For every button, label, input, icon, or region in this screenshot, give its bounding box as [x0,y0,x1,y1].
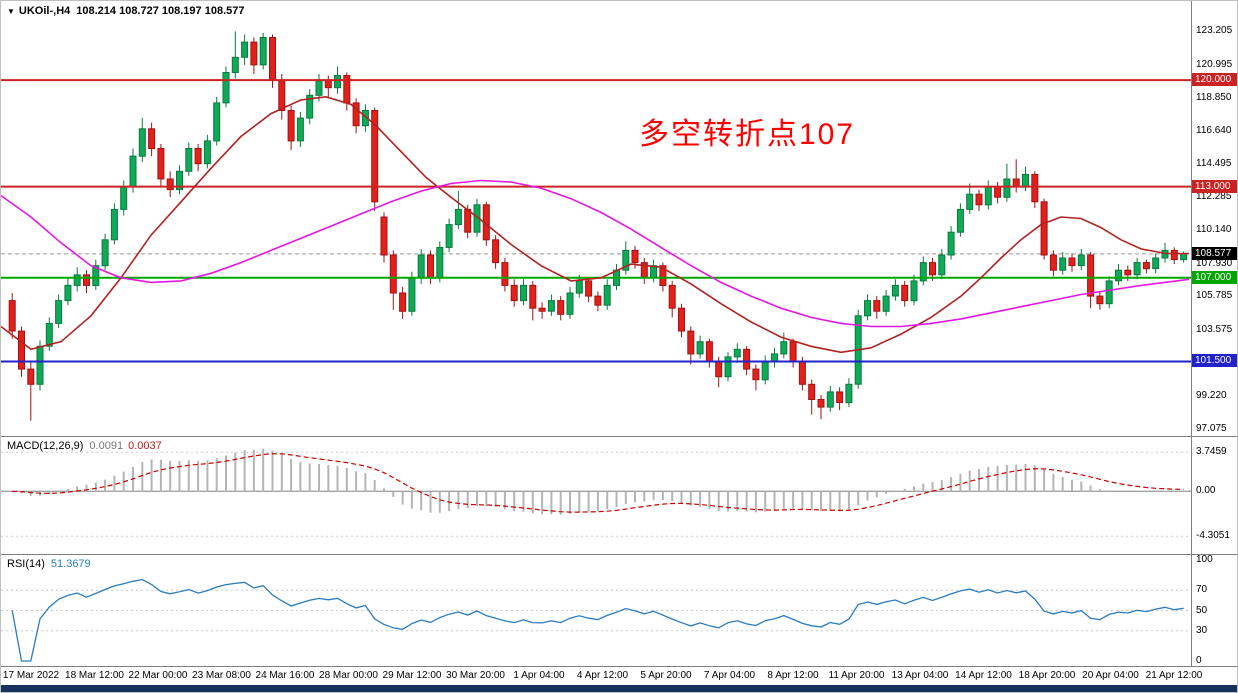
time-label: 18 Apr 20:00 [1018,670,1076,681]
ma-slow-line [1,179,1190,328]
time-label: 22 Mar 00:00 [128,670,188,681]
price-tick: 116.640 [1196,125,1232,137]
macd-signal-line [12,453,1184,513]
price-badge-107.000: 107.000 [1192,270,1237,284]
rsi-tick: 50 [1196,604,1208,616]
time-axis[interactable]: 17 Mar 2022 18 Mar 12:00 22 Mar 00:00 23 Ma… [1,667,1237,685]
price-tick: 120.995 [1196,58,1233,70]
price-tick: 123.205 [1196,25,1233,37]
time-label: 28 Mar 00:00 [319,670,378,681]
time-label: 4 Apr 12:00 [576,670,629,681]
macd-header: MACD(12,26,9) 0.0091 0.0037 [7,440,162,452]
price-badge-113.000: 113.000 [1192,179,1237,193]
price-tick: 103.575 [1196,323,1233,335]
rsi-header: RSI(14) 51.3679 [7,558,91,570]
macd-tick: 0.00 [1196,485,1216,497]
price-tick: 97.075 [1196,422,1227,434]
macd-tick: -4.3051 [1196,530,1230,542]
time-label: 29 Mar 12:00 [382,670,442,681]
rsi-chart-canvas[interactable] [1,555,1191,671]
macd-tick: 3.7459 [1196,446,1227,458]
price-panel: ▼ UKOil-,H4 108.214 108.727 108.197 108.57… [1,1,1237,437]
macd-label: MACD(12,26,9) [7,440,84,452]
taskbar[interactable] [1,685,1237,692]
rsi-tick: 0 [1196,655,1202,666]
price-chart-canvas[interactable] [1,1,1191,441]
price-tick: 99.220 [1196,390,1227,402]
macd-signal-value: 0.0037 [128,440,162,452]
rsi-axis: 100 70 50 30 0 [1191,554,1237,666]
time-label: 24 Mar 16:00 [255,670,315,681]
time-label: 5 Apr 20:00 [640,670,692,681]
rsi-tick: 70 [1196,584,1208,596]
time-label: 23 Mar 08:00 [192,670,251,681]
macd-chart-canvas[interactable] [1,437,1191,559]
macd-axis: 3.7459 0.00 -4.3051 [1191,437,1237,554]
time-label: 1 Apr 04:00 [513,670,565,681]
price-tick: 107.930 [1196,257,1233,269]
time-label: 13 Apr 04:00 [891,670,949,681]
rsi-line [11,578,1184,662]
chart-annotation[interactable]: 多空转折点107 [639,118,856,151]
price-tick: 118.850 [1196,91,1232,103]
ohlc-values: 108.214 108.727 108.197 108.577 [76,5,245,17]
rsi-panel: RSI(14) 51.3679 100 70 50 30 0 [1,554,1237,667]
time-label: 21 Apr 12:00 [1145,670,1203,681]
time-label: 14 Apr 12:00 [955,670,1012,681]
rsi-tick: 30 [1196,624,1208,636]
time-label: 8 Apr 12:00 [767,670,819,681]
price-tick: 114.495 [1196,157,1232,169]
symbol-period-label: UKOil-,H4 [18,5,71,17]
rsi-value: 51.3679 [50,558,91,570]
time-label: 18 Mar 12:00 [65,670,124,681]
price-tick: 105.785 [1196,290,1233,302]
rsi-tick: 100 [1196,554,1213,565]
macd-main-value: 0.0091 [89,440,124,452]
ma-fast-line [1,95,1189,354]
price-badge-120.000: 120.000 [1192,73,1237,87]
price-badge-108.577: 108.577 [1192,246,1237,260]
macd-histogram [20,448,1185,515]
macd-panel: MACD(12,26,9) 0.0091 0.0037 3.7459 0.00 -4.3… [1,437,1237,555]
time-label: 20 Apr 04:00 [1082,670,1139,681]
time-label: 30 Mar 20:00 [446,670,505,681]
time-label: 17 Mar 2022 [2,670,60,681]
price-axis[interactable]: 123.205 120.995 118.850 116.640 114.495 112.2… [1191,1,1237,436]
time-label: 7 Apr 04:00 [703,670,756,681]
time-label: 11 Apr 20:00 [828,670,885,681]
price-tick: 112.285 [1196,191,1232,203]
price-tick: 110.140 [1196,224,1232,236]
rsi-label: RSI(14) [7,558,45,570]
price-badge-101.500: 101.500 [1192,354,1237,368]
candles-series [8,31,1188,421]
one-click-trading-toggle[interactable]: ▼ [7,7,15,16]
chart-title: ▼ UKOil-,H4 108.214 108.727 108.197 108.57… [7,5,244,17]
